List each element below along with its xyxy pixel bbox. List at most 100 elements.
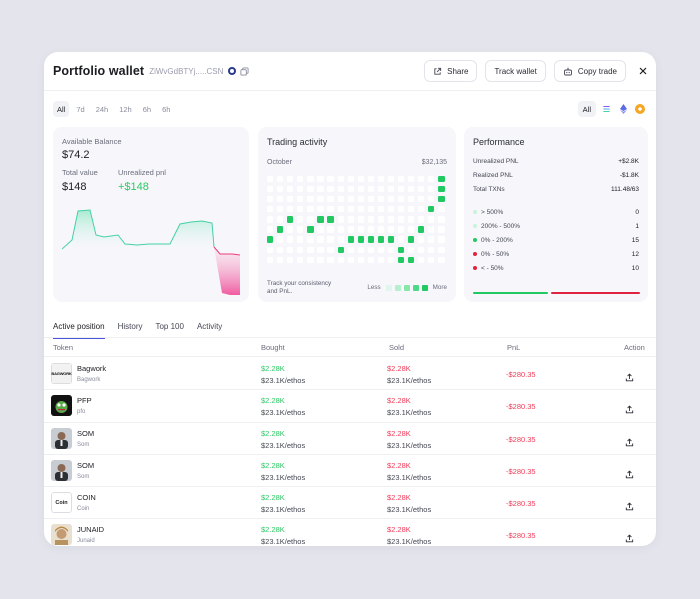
share-action-button[interactable]	[625, 466, 634, 484]
activity-cell	[367, 256, 374, 263]
tab-activity[interactable]: Activity	[196, 321, 223, 331]
win-bar	[473, 292, 548, 294]
activity-cell	[337, 206, 344, 213]
activity-cell	[307, 206, 314, 213]
activity-cell	[297, 236, 304, 243]
activity-cell	[277, 256, 284, 263]
header-action: Action	[624, 343, 645, 352]
balance-panel: Available Balance $74.2 Total value $148…	[53, 127, 249, 302]
bought-sub: $23.1K/ethos	[261, 440, 306, 450]
bucket-dot	[473, 237, 477, 242]
activity-cell	[287, 206, 294, 213]
activity-cell	[277, 186, 284, 193]
ethereum-icon[interactable]	[616, 102, 630, 116]
activity-cell	[418, 256, 425, 263]
available-balance-label: Available Balance	[62, 137, 122, 146]
token-name: SOM	[77, 428, 95, 438]
activity-cell	[267, 236, 274, 243]
activity-cell	[387, 226, 395, 233]
trading-activity-panel: Trading activity October $32,135 Track y…	[258, 127, 456, 302]
token-name: PFP	[77, 396, 92, 406]
timeframe-24h[interactable]: 24h	[95, 104, 109, 114]
chain-filter: All	[577, 101, 647, 117]
timeframe-6h[interactable]: 6h	[142, 104, 152, 114]
activity-cell	[277, 196, 284, 203]
activity-cell	[408, 236, 415, 243]
bagwork-logo: BAGWORK	[51, 363, 72, 384]
copy-icon[interactable]	[240, 66, 249, 76]
tab-top-100[interactable]: Top 100	[155, 321, 184, 331]
table-row[interactable]: JUNAID Junaid $2.28K $23.1K/ethos $2.28K $23.…	[44, 519, 656, 546]
sold-sub: $23.1K/ethos	[387, 537, 432, 546]
chain-all-button[interactable]: All	[577, 101, 596, 117]
activity-cell	[428, 206, 435, 213]
header-sold: Sold	[389, 343, 405, 352]
unrealized-pnl-label: Unrealized pnl	[118, 168, 166, 177]
activity-cell	[377, 196, 385, 203]
activity-cell	[408, 216, 415, 223]
close-button[interactable]	[638, 66, 648, 76]
activity-cell	[287, 216, 294, 223]
activity-cell	[307, 196, 314, 203]
activity-cell	[357, 256, 364, 263]
tab-history[interactable]: History	[117, 321, 143, 331]
share-action-button[interactable]	[625, 434, 634, 452]
activity-cell	[367, 186, 374, 193]
timeframe-7d[interactable]: 7d	[76, 104, 85, 114]
sold-value: $2.28K	[387, 493, 411, 503]
header-bought: Bought	[261, 343, 285, 352]
share-action-button[interactable]	[625, 498, 634, 516]
share-action-button[interactable]	[625, 401, 634, 419]
solana-chain-icon	[228, 67, 237, 75]
table-row[interactable]: PFP pfo $2.28K $23.1K/ethos $2.28K $23.1K/eth…	[44, 390, 656, 423]
activity-cell	[387, 256, 395, 263]
activity-cell	[267, 206, 274, 213]
close-icon	[639, 67, 647, 75]
activity-cell	[337, 216, 344, 223]
bnb-icon[interactable]	[633, 102, 647, 116]
solana-icon[interactable]	[599, 102, 613, 116]
token-symbol: Bagwork	[77, 377, 101, 383]
activity-cell	[267, 176, 274, 183]
bucket-label: 0% - 50%	[481, 250, 510, 258]
activity-cell	[357, 236, 364, 243]
share-action-button[interactable]	[625, 530, 634, 546]
bought-sub: $23.1K/ethos	[261, 472, 306, 482]
performance-bucket: 200% - 500% 1	[473, 219, 639, 233]
table-row[interactable]: SOM Som $2.28K $23.1K/ethos $2.28K $23.1K/eth…	[44, 423, 656, 455]
activity-cell	[418, 246, 425, 253]
activity-cell	[297, 256, 304, 263]
activity-cell	[418, 186, 425, 193]
activity-cell	[428, 186, 435, 193]
activity-cell	[367, 236, 374, 243]
activity-cell	[287, 236, 294, 243]
copy-trade-button[interactable]: Copy trade	[553, 60, 626, 82]
bought-sub: $23.1K/ethos	[261, 408, 306, 418]
table-row[interactable]: BAGWORK Bagwork Bagwork $2.28K $23.1K/ethos $…	[44, 358, 656, 391]
legend-swatch-4	[421, 284, 428, 291]
track-wallet-label: Track wallet	[494, 66, 537, 76]
track-wallet-button[interactable]: Track wallet	[485, 60, 546, 82]
performance-panel: Performance Unrealized PNL +$2.8K Realize…	[464, 127, 648, 302]
table-row[interactable]: SOM Som $2.28K $23.1K/ethos $2.28K $23.1K/eth…	[44, 455, 656, 488]
activity-cell	[357, 206, 364, 213]
wallet-address: ZiWvGdBTYj.....CSN	[149, 66, 224, 76]
table-row[interactable]: Coin COIN Coin $2.28K $23.1K/ethos $2.28K $23.…	[44, 487, 656, 520]
share-action-button[interactable]	[625, 369, 634, 387]
activity-cell	[327, 196, 334, 203]
activity-cell	[307, 176, 314, 183]
activity-cell	[387, 196, 395, 203]
activity-heatmap	[267, 176, 445, 263]
activity-cell	[387, 206, 395, 213]
bought-sub: $23.1K/ethos	[261, 505, 306, 515]
activity-cell	[317, 206, 324, 213]
table-header: Token Bought Sold PnL Action	[44, 338, 656, 357]
timeframe-6h-2[interactable]: 6h	[162, 104, 171, 114]
timeframe-12h[interactable]: 12h	[119, 104, 132, 114]
tab-active-position[interactable]: Active position	[53, 314, 105, 339]
share-button[interactable]: Share	[424, 60, 478, 82]
activity-cell	[387, 186, 395, 193]
activity-cell	[398, 186, 405, 193]
activity-cell	[307, 216, 314, 223]
timeframe-all[interactable]: All	[53, 101, 70, 117]
